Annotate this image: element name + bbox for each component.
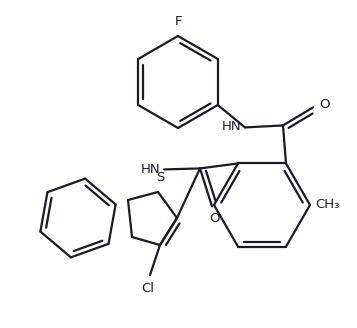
Text: CH₃: CH₃ (315, 198, 340, 212)
Text: Cl: Cl (141, 282, 155, 295)
Text: HN: HN (140, 163, 160, 176)
Text: O: O (210, 213, 220, 225)
Text: S: S (156, 171, 164, 184)
Text: O: O (319, 98, 330, 111)
Text: HN: HN (221, 120, 241, 133)
Text: F: F (174, 15, 182, 28)
